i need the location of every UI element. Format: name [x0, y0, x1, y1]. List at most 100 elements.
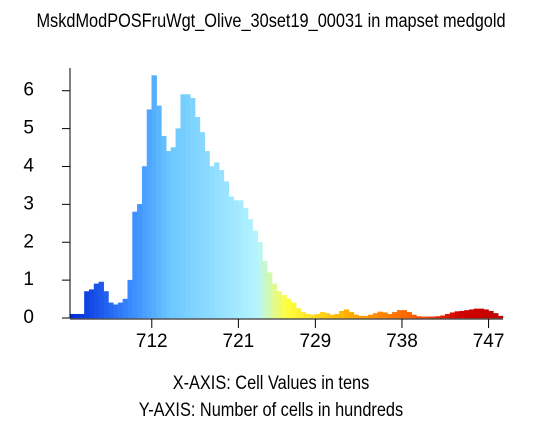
bar — [295, 308, 302, 319]
bar — [161, 135, 167, 319]
bar — [69, 313, 76, 319]
bar — [454, 311, 460, 319]
bar — [406, 312, 412, 319]
bar — [214, 162, 220, 319]
bar — [401, 310, 408, 319]
bar — [387, 313, 393, 319]
bar — [271, 283, 278, 319]
bar — [464, 310, 470, 319]
bar — [324, 313, 331, 319]
y-tick-label: 4 — [23, 156, 34, 177]
bar — [286, 298, 292, 319]
bar — [108, 302, 114, 319]
x-tick-label: 738 — [386, 331, 418, 352]
bar — [368, 314, 374, 319]
bar — [435, 316, 441, 319]
bar — [233, 200, 239, 319]
bar — [281, 295, 287, 319]
bar — [84, 291, 90, 319]
bar — [132, 211, 138, 319]
bar — [276, 291, 282, 319]
bar — [392, 312, 398, 319]
bar — [252, 230, 258, 319]
bar — [194, 116, 201, 319]
bar — [319, 312, 326, 319]
bar — [79, 313, 85, 319]
bar — [165, 151, 172, 319]
bar — [300, 312, 306, 319]
bar — [122, 298, 128, 319]
bar — [190, 98, 196, 319]
bar — [204, 151, 210, 319]
bar — [416, 316, 422, 319]
bar — [291, 302, 297, 319]
bar — [358, 315, 364, 319]
bar — [199, 132, 205, 319]
bar — [411, 314, 417, 319]
bar — [185, 94, 191, 319]
bar — [329, 314, 335, 319]
bar — [363, 315, 369, 319]
bar — [223, 181, 230, 319]
bar — [497, 315, 504, 319]
bar — [175, 128, 181, 319]
bar — [93, 283, 100, 319]
bar — [170, 147, 177, 319]
y-tick-label: 0 — [23, 307, 34, 328]
bar — [218, 170, 225, 319]
bar — [469, 309, 475, 319]
bar — [430, 316, 436, 319]
x-tick-label: 747 — [473, 331, 505, 352]
bar — [488, 310, 494, 319]
y-tick-label: 1 — [23, 269, 34, 290]
bar — [382, 312, 388, 319]
bar — [127, 279, 133, 319]
bar — [156, 105, 162, 319]
bar — [348, 312, 355, 319]
bar — [238, 200, 244, 319]
bar — [420, 316, 427, 319]
bar — [257, 241, 263, 319]
bar — [343, 309, 350, 319]
bar — [493, 313, 499, 319]
bar — [267, 272, 273, 319]
bar — [334, 313, 340, 319]
bar — [141, 166, 148, 319]
bar — [146, 109, 153, 319]
bar — [440, 315, 446, 319]
bar — [353, 314, 359, 319]
x-tick-label: 729 — [300, 331, 332, 352]
bar — [339, 310, 345, 319]
bar — [151, 75, 157, 319]
bar — [483, 309, 489, 319]
bar — [396, 310, 403, 319]
bar — [74, 313, 80, 319]
y-tick-label: 6 — [23, 80, 34, 101]
bar — [117, 302, 124, 319]
x-tick-label: 721 — [223, 331, 255, 352]
bar — [372, 313, 379, 319]
bar — [459, 310, 465, 319]
bar — [478, 308, 485, 319]
bar — [473, 308, 480, 319]
bar — [425, 316, 432, 319]
bar — [262, 260, 268, 319]
bar — [98, 281, 104, 319]
y-axis-label: Y-AXIS: Number of cells in hundreds — [139, 399, 403, 420]
y-tick-label: 5 — [23, 118, 34, 139]
bar — [228, 196, 234, 319]
y-tick-label: 3 — [23, 193, 34, 214]
bar — [103, 291, 109, 319]
bar — [242, 207, 249, 319]
bar — [247, 219, 254, 319]
bar — [137, 204, 143, 319]
bar — [305, 313, 311, 319]
bar — [209, 166, 215, 319]
bar — [113, 304, 119, 319]
bar — [310, 314, 316, 319]
y-tick-label: 2 — [23, 231, 34, 252]
bar — [180, 94, 186, 319]
bar — [445, 313, 451, 319]
bar — [449, 312, 456, 319]
